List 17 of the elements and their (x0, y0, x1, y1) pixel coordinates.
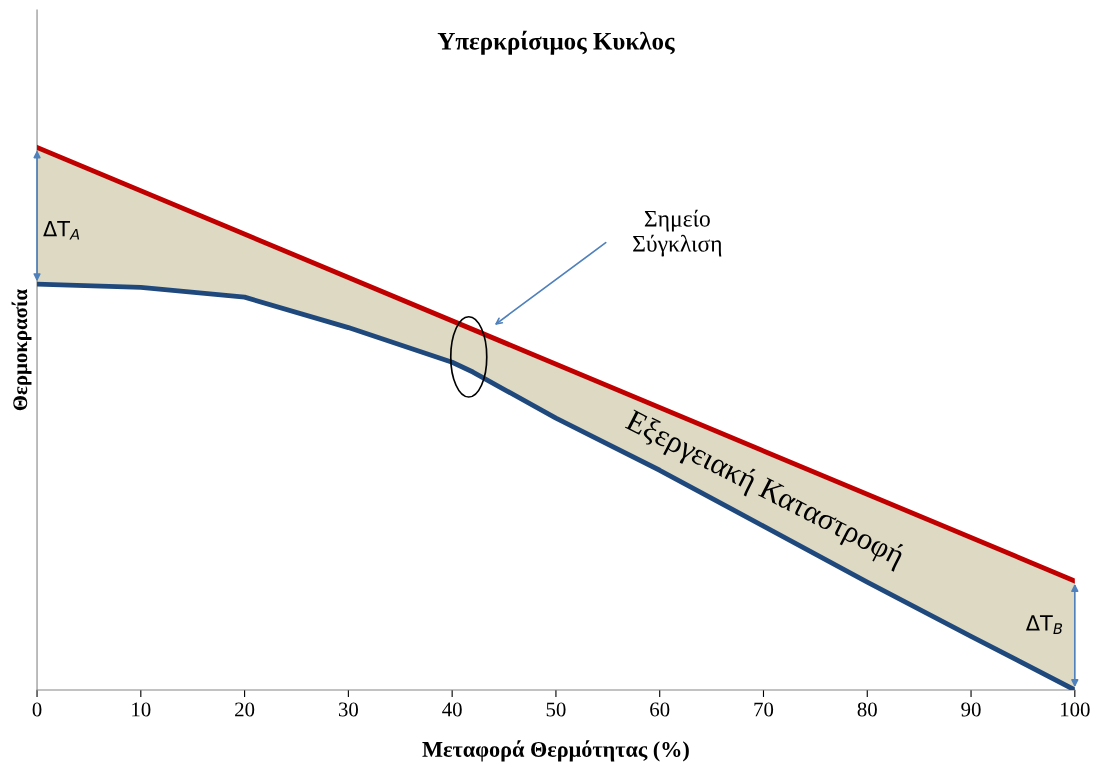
x-tick-label: 70 (754, 702, 774, 717)
x-tick-label: 80 (857, 702, 877, 717)
x-tick-label: 50 (546, 702, 566, 717)
x-tick-label: 100 (1061, 702, 1090, 717)
annotation: ΔT$_{B}$ (1025, 615, 1063, 634)
annotation: ΔT$_{A}$ (43, 220, 80, 240)
x-tick-label: 40 (442, 702, 462, 717)
x-axis-title: Μεταφορά Θερμότητας (%) (422, 740, 689, 762)
chart-title: Υπερκρίσιμος Κυκλος (437, 30, 675, 55)
y-axis-title: Θερμοκρασία (11, 289, 32, 411)
annotation: Σημείο Σύγκλιση (633, 209, 722, 257)
x-tick-label: 60 (650, 702, 670, 717)
x-tick-label: 20 (235, 702, 255, 717)
x-tick-label: 90 (961, 702, 981, 717)
x-tick-label: 10 (132, 702, 151, 717)
x-tick-label: 0 (32, 702, 42, 717)
x-tick-label: 30 (338, 702, 358, 717)
